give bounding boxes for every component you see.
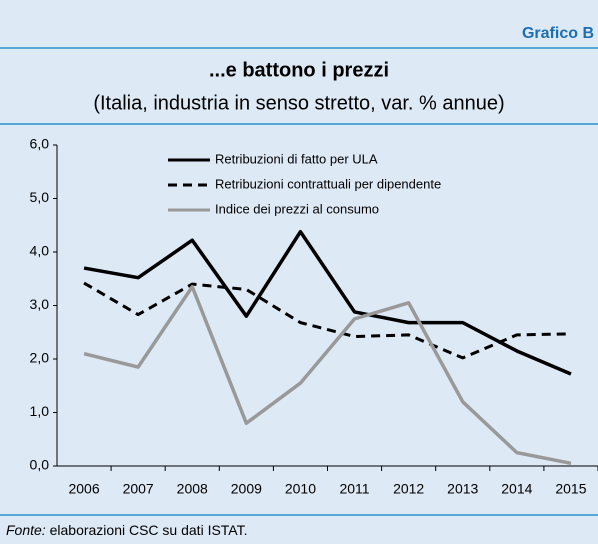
y-tick-label: 4,0: [30, 243, 50, 259]
x-tick-label: 2012: [393, 481, 424, 497]
x-tick-label: 2013: [447, 481, 478, 497]
x-tick-label: 2007: [123, 481, 154, 497]
source-text: elaborazioni CSC su dati ISTAT.: [50, 522, 248, 538]
chart-subtitle: (Italia, industria in senso stretto, var…: [93, 92, 504, 114]
source: Fonte: elaborazioni CSC su dati ISTAT.: [6, 522, 248, 538]
y-tick-label: 0,0: [30, 457, 50, 473]
x-tick-label: 2011: [339, 481, 369, 497]
y-tick-label: 6,0: [30, 136, 50, 152]
x-tick-label: 2015: [555, 481, 586, 497]
x-tick-label: 2008: [177, 481, 208, 497]
chart-label: Grafico B: [522, 25, 594, 42]
x-tick-label: 2009: [231, 481, 262, 497]
line-series: [83, 229, 572, 376]
y-tick-label: 1,0: [30, 403, 50, 419]
x-tick-label: 2014: [501, 481, 532, 497]
legend-label: Indice dei prezzi al consumo: [215, 201, 379, 216]
source-label: Fonte:: [6, 522, 46, 538]
y-tick-label: 3,0: [30, 296, 50, 312]
legend-label: Retribuzioni contrattuali per dipendente: [215, 176, 441, 191]
y-tick-label: 2,0: [30, 350, 50, 366]
x-tick-label: 2006: [68, 481, 99, 497]
x-tick-label: 2010: [285, 481, 316, 497]
line-series: [83, 281, 571, 360]
legend-label: Retribuzioni di fatto per ULA: [215, 151, 378, 166]
chart-title: ...e battono i prezzi: [209, 59, 389, 81]
line-series: [83, 285, 572, 466]
y-tick-label: 5,0: [30, 189, 50, 205]
